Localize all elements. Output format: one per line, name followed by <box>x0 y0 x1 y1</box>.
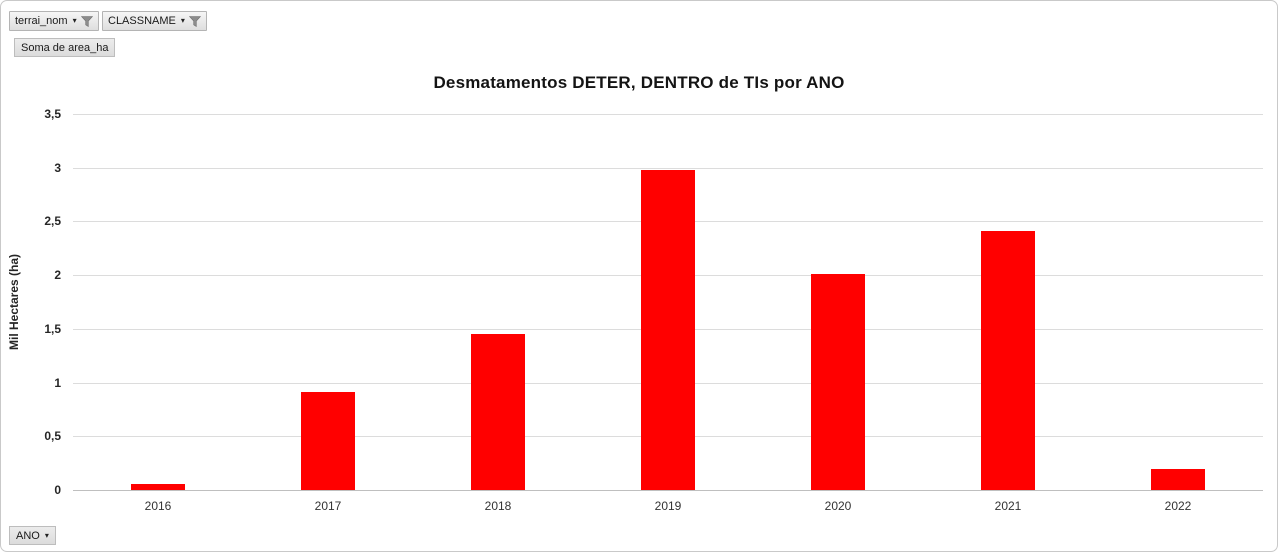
bar-2016[interactable] <box>131 484 185 490</box>
bar-2019[interactable] <box>641 170 695 490</box>
dropdown-arrow-icon: ▾ <box>180 16 185 25</box>
pivot-field-button-terrai-nom[interactable]: terrai_nom ▾ <box>9 11 99 31</box>
y-tick-label: 0 <box>54 483 61 497</box>
x-axis-label: 2021 <box>994 499 1022 513</box>
gridline <box>73 168 1263 169</box>
x-axis-label: 2018 <box>484 499 512 513</box>
x-axis-label: 2017 <box>314 499 342 513</box>
pivot-value-field-label: Soma de area_ha <box>21 41 109 54</box>
y-tick-label: 0,5 <box>44 429 61 443</box>
dropdown-arrow-icon: ▾ <box>72 16 77 25</box>
filter-icon <box>188 15 201 27</box>
x-axis-label: 2016 <box>144 499 172 513</box>
pivot-field-button-classname[interactable]: CLASSNAME ▾ <box>102 11 207 31</box>
chart-title: Desmatamentos DETER, DENTRO de TIs por A… <box>433 73 845 92</box>
y-tick-label: 2 <box>54 268 61 282</box>
y-tick-label: 3 <box>54 161 61 175</box>
y-tick-label: 2,5 <box>44 214 61 228</box>
pivot-field-label: terrai_nom <box>15 15 68 27</box>
gridline <box>73 114 1263 115</box>
bar-2017[interactable] <box>301 392 355 490</box>
x-axis-baseline <box>73 490 1263 491</box>
y-tick-label: 3,5 <box>44 107 61 121</box>
bar-2022[interactable] <box>1151 469 1205 490</box>
y-tick-label: 1,5 <box>44 322 61 336</box>
x-axis-label: 2022 <box>1164 499 1192 513</box>
filter-icon <box>80 15 93 27</box>
y-axis-title: Mil Hectares (ha) <box>7 253 21 351</box>
pivot-axis-field-button[interactable]: ANO ▾ <box>9 526 56 545</box>
x-axis-label: 2020 <box>824 499 852 513</box>
pivot-value-field-button[interactable]: Soma de area_ha <box>14 38 116 57</box>
bar-2021[interactable] <box>981 231 1035 490</box>
x-axis-label: 2019 <box>654 499 682 513</box>
bar-2018[interactable] <box>471 334 525 490</box>
pivot-field-label: CLASSNAME <box>108 15 176 27</box>
pivot-axis-field-label: ANO <box>16 529 40 542</box>
y-tick-label: 1 <box>54 376 61 390</box>
dropdown-arrow-icon: ▾ <box>44 531 49 540</box>
bar-2020[interactable] <box>811 274 865 490</box>
